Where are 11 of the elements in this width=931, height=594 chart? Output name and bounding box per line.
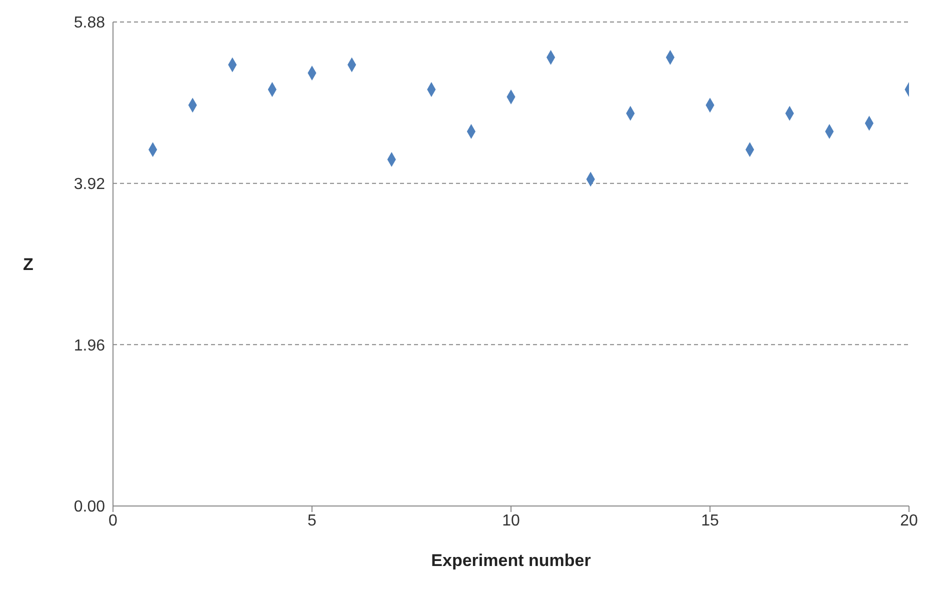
- y-tick-label: 0.00: [74, 498, 106, 516]
- x-tick-label: 10: [502, 512, 520, 530]
- y-tick-label: 5.88: [74, 14, 106, 32]
- x-tick-label: 5: [308, 512, 317, 530]
- x-tick-label: 15: [701, 512, 719, 530]
- x-axis-title: Experiment number: [431, 551, 592, 570]
- x-tick-label: 20: [900, 512, 918, 530]
- y-axis-title: Z: [23, 255, 34, 274]
- y-tick-label: 3.92: [74, 176, 106, 194]
- y-tick-label: 1.96: [74, 337, 106, 354]
- x-tick-label: 0: [108, 512, 118, 530]
